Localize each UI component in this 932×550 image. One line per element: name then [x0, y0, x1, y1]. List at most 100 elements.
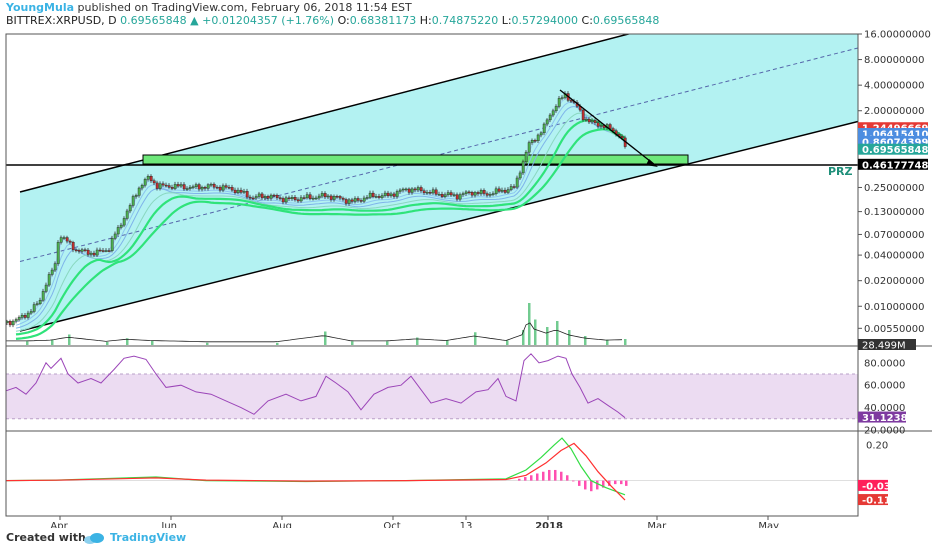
candle-body	[458, 194, 462, 200]
rsi-value-text: 31.1238	[862, 413, 908, 424]
chart-header: YoungMula published on TradingView.com, …	[0, 0, 932, 28]
candle-body	[293, 197, 297, 200]
candle-body	[56, 242, 60, 264]
candle-body	[302, 197, 306, 199]
x-tick-label: Mar	[647, 521, 667, 528]
candle-body	[74, 249, 78, 252]
macd-histogram-bar	[578, 480, 581, 486]
candle-body	[524, 151, 528, 163]
candle-body	[437, 194, 441, 196]
volume-bar	[151, 340, 154, 345]
candle-body	[380, 195, 384, 198]
candle-body	[383, 192, 387, 196]
candle-body	[599, 125, 603, 127]
y-tick-label: 0.04000000	[864, 251, 924, 262]
volume-bar	[534, 319, 537, 345]
candle-body	[290, 197, 294, 199]
candle-body	[539, 132, 543, 136]
price-label-box	[858, 128, 928, 140]
candle-body	[218, 186, 222, 191]
volume-label-text: 28.499M	[862, 341, 906, 352]
volume-bar	[528, 303, 531, 345]
y-tick-label: 0.02000000	[864, 276, 924, 287]
ma-ribbon-line-4	[15, 112, 626, 332]
candle-body	[323, 193, 327, 198]
candle-body	[452, 194, 456, 196]
volume-bar	[446, 340, 449, 345]
candle-body	[236, 189, 240, 193]
candle-body	[224, 185, 228, 188]
y-tick-label: 0.01000000	[864, 302, 924, 313]
candle-body	[182, 184, 186, 190]
candle-body	[488, 194, 492, 196]
macd-histogram-bar	[560, 471, 563, 481]
macd-y-tick-label: 0.20	[866, 441, 888, 452]
volume-bar	[522, 330, 525, 345]
ohlc-line: BITTREX:XRPUSD, D 0.69565848 ▲ +0.012043…	[6, 14, 659, 27]
candle-body	[77, 250, 81, 252]
candle-body	[344, 199, 348, 204]
candle-body	[530, 140, 534, 143]
up-arrow-icon: ▲	[190, 14, 199, 27]
candle-body	[407, 188, 411, 193]
candle-body	[245, 191, 249, 198]
candle-body	[233, 189, 237, 193]
candle-body	[503, 189, 507, 193]
candle-body	[239, 189, 243, 193]
price-label-text: 0.69565848	[862, 145, 928, 156]
low-label: L:	[501, 14, 512, 27]
volume-bar	[506, 340, 509, 345]
candle-body	[608, 124, 612, 129]
candle-body	[527, 142, 531, 153]
candle-body	[119, 224, 123, 228]
candle-body	[23, 315, 27, 318]
candle-body	[17, 317, 21, 320]
price-chart[interactable]: 16.00000000 8.00000000 4.00000000 2.0000000…	[0, 28, 932, 528]
candle-body	[104, 250, 108, 252]
candle-body	[80, 249, 84, 252]
candle-body	[251, 197, 255, 200]
candle-body	[152, 180, 156, 184]
candle-body	[65, 237, 69, 242]
candle-body	[71, 242, 75, 251]
candle-body	[593, 120, 597, 123]
close-label: C:	[581, 14, 593, 27]
candle-body	[587, 118, 591, 123]
candle-body	[497, 188, 501, 192]
channel-lower-line	[19, 120, 858, 332]
candle-body	[47, 274, 51, 286]
candle-body	[116, 227, 120, 235]
candle-body	[446, 192, 450, 195]
tradingview-brand[interactable]: TradingView	[110, 531, 187, 544]
volume-bar	[556, 321, 559, 345]
candle-body	[467, 191, 471, 194]
candle-body	[101, 250, 105, 252]
candle-body	[173, 184, 177, 189]
candle-body	[479, 190, 483, 194]
prz-annotation: PRZ	[828, 165, 853, 178]
candle-body	[254, 196, 258, 199]
rsi-y-tick-label: 20.0000	[864, 426, 905, 437]
candle-body	[320, 193, 324, 197]
candle-body	[413, 188, 417, 191]
candle-body	[476, 192, 480, 194]
candle-body	[272, 194, 276, 197]
candle-body	[143, 179, 147, 186]
candle-body	[95, 249, 99, 256]
candle-body	[227, 187, 231, 189]
macd-histogram-bar	[590, 480, 593, 492]
candle-body	[326, 195, 330, 198]
candle-body	[551, 110, 555, 116]
close-value: 0.69565848	[592, 14, 660, 27]
volume-bar	[206, 342, 209, 345]
candle-body	[26, 312, 30, 318]
macd-histogram-bar	[620, 480, 623, 485]
price-label-text: 0.46177748	[862, 160, 928, 171]
candle-body	[242, 191, 246, 193]
author-name[interactable]: YoungMula	[6, 1, 75, 14]
ma-ribbon-line-5	[15, 118, 626, 336]
candle-body	[149, 176, 153, 181]
candle-body	[365, 197, 369, 199]
candle-body	[521, 161, 525, 174]
candle-body	[584, 118, 588, 121]
